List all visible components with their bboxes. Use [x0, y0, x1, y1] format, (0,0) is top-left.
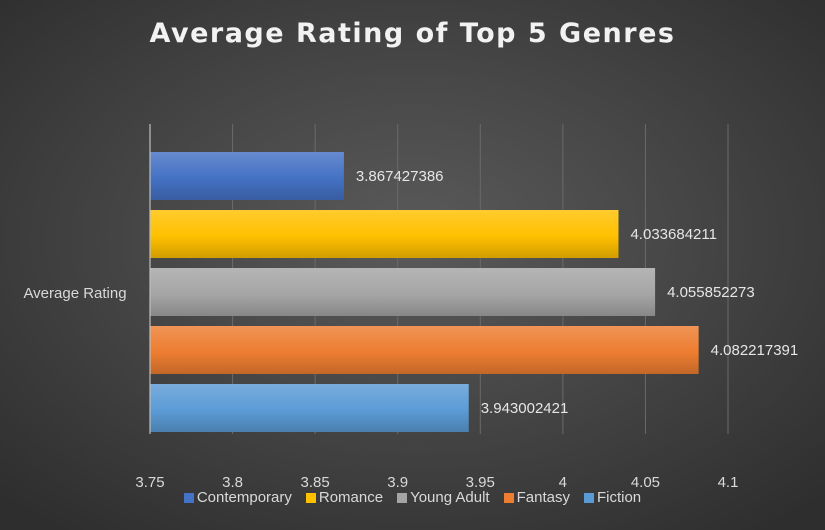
bar-contemporary [150, 152, 344, 200]
legend: Contemporary Romance Young Adult Fantasy Fic… [0, 489, 825, 506]
x-tick-label: 3.85 [301, 474, 330, 491]
x-tick-label: 4 [559, 474, 567, 491]
x-axis-ticks: 3.75 3.8 3.85 3.9 3.95 4 4.05 4.1 [135, 474, 738, 491]
x-tick-label: 3.95 [466, 474, 495, 491]
legend-swatch [583, 492, 594, 503]
chart-title: Average Rating of Top 5 Genres [149, 18, 676, 49]
x-tick-label: 4.05 [631, 474, 660, 491]
legend-swatch [305, 492, 316, 503]
legend-label: Fantasy [516, 489, 570, 506]
x-tick-label: 3.8 [222, 474, 243, 491]
data-label: 4.055852273 [667, 284, 755, 301]
data-label: 3.943002421 [481, 400, 569, 417]
legend-swatch [397, 492, 408, 503]
legend-item: Young Adult [397, 489, 490, 506]
legend-label: Contemporary [196, 489, 292, 506]
bar-fiction [150, 384, 469, 432]
legend-label: Romance [318, 489, 384, 506]
y-category-label: Average Rating [23, 285, 126, 302]
bars [150, 152, 699, 432]
legend-item: Contemporary [183, 489, 292, 506]
legend-label: Fiction [596, 489, 642, 506]
x-tick-label: 3.75 [135, 474, 164, 491]
y-axis: Average Rating [23, 124, 151, 434]
x-tick-label: 4.1 [718, 474, 739, 491]
legend-label: Young Adult [410, 489, 490, 506]
data-labels: 3.867427386 4.033684211 4.055852273 4.08221… [356, 168, 798, 417]
bar-romance [150, 210, 619, 258]
legend-item: Fiction [583, 489, 642, 506]
data-label: 4.082217391 [711, 342, 799, 359]
x-tick-label: 3.9 [387, 474, 408, 491]
legend-swatch [183, 492, 194, 503]
data-label: 4.033684211 [630, 226, 716, 243]
bar-young-adult [150, 268, 656, 316]
bar-fantasy [150, 326, 699, 374]
legend-item: Fantasy [503, 489, 570, 506]
data-label: 3.867427386 [356, 168, 444, 185]
legend-swatch [503, 492, 514, 503]
legend-item: Romance [305, 489, 384, 506]
